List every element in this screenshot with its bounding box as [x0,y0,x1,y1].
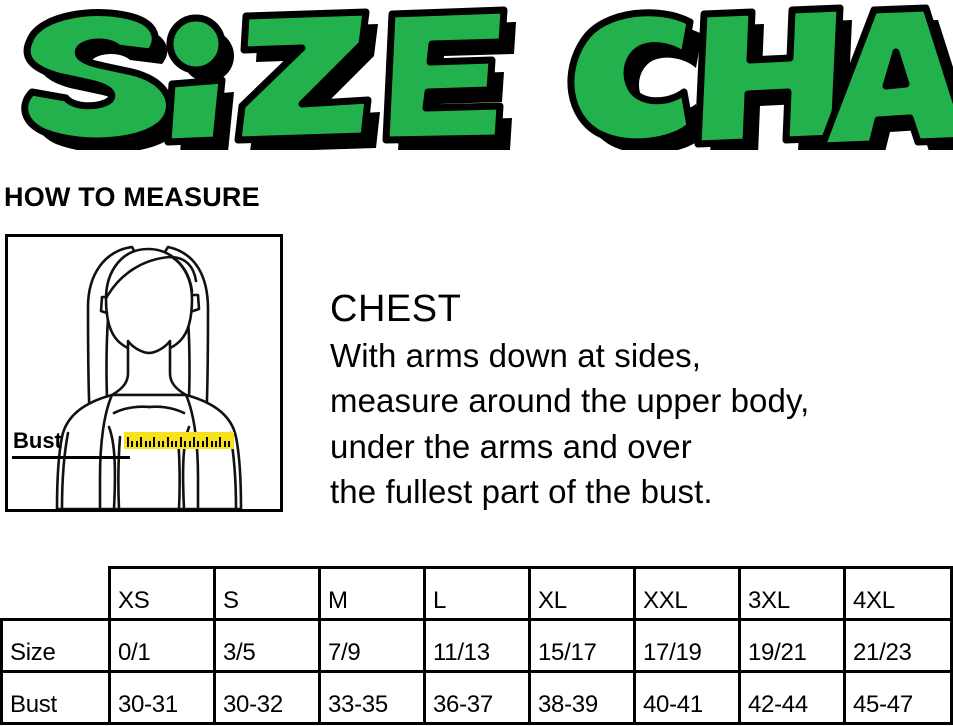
size-table: XS S M L XL XXL 3XL 4XL Size 0/1 3/5 7/9… [0,566,953,725]
table-header-xl: XL [528,566,636,621]
table-cell: 45-47 [843,670,953,725]
chest-description-line: under the arms and over [330,427,692,465]
page-title [0,0,953,150]
table-header-s: S [213,566,321,621]
tape-tick [171,441,173,447]
table-cell: 7/9 [318,618,426,673]
chest-description-line: the fullest part of the bust. [330,473,713,511]
chest-heading: CHEST [330,288,462,330]
table-header-4xl: 4XL [843,566,953,621]
how-to-measure-heading: HOW TO MEASURE [4,182,260,212]
tape-tick [162,441,165,447]
table-header-l: L [423,566,531,621]
tape-tick [149,441,151,447]
table-header-3xl: 3XL [738,566,846,621]
table-cell: 3/5 [213,618,321,673]
chest-description-line: With arms down at sides, [330,336,702,374]
tape-tick [219,437,222,447]
size-chart-title-graphic [21,4,953,150]
tape-tick [157,441,160,447]
table-corner-blank [2,568,110,620]
tape-tick [228,441,231,447]
chest-description-text: With arms down at sides, measure around … [330,333,930,515]
tape-tick [179,437,182,447]
table-cell: 11/13 [423,618,531,673]
chest-description-line: measure around the upper body, [330,382,810,420]
bust-leader-line [12,456,130,459]
table-cell: 0/1 [108,618,216,673]
tape-tick [175,441,178,447]
table-cell: 33-35 [318,670,426,725]
tape-tick [223,441,226,447]
tape-tick [135,441,138,447]
tape-tick [193,437,195,447]
table-cell: 17/19 [633,618,741,673]
tape-tick [140,437,143,447]
tape-tick [127,437,129,447]
table-header-xxl: XXL [633,566,741,621]
tape-tick [166,437,169,447]
table-header-row: XS S M L XL XXL 3XL 4XL [2,566,953,621]
tape-measure-icon [124,432,234,449]
table-cell: 30-31 [108,670,216,725]
table-row: Bust 30-31 30-32 33-35 36-37 38-39 40-41… [0,670,953,725]
table-cell: 42-44 [738,670,846,725]
table-header-m: M [318,566,426,621]
measurement-illustration-box [5,234,283,512]
tape-tick [188,441,191,447]
tape-tick [206,437,209,447]
table-cell: 21/23 [843,618,953,673]
table-cell: 36-37 [423,670,531,725]
tape-tick [201,441,204,447]
tape-tick [184,441,187,447]
row-label-bust: Bust [0,670,111,725]
tape-tick [197,441,200,447]
tape-tick [210,441,213,447]
table-cell: 30-32 [213,670,321,725]
bust-label: Bust [13,428,62,453]
table-row: Size 0/1 3/5 7/9 11/13 15/17 17/19 19/21… [0,618,953,673]
table-header-xs: XS [108,566,216,621]
size-table-container: XS S M L XL XXL 3XL 4XL Size 0/1 3/5 7/9… [0,566,953,726]
female-figure-icon [55,245,243,509]
tape-tick [144,441,147,447]
title-letter-bodies [21,4,953,150]
tape-tick [153,437,156,447]
tape-tick [215,441,217,447]
tape-tick [131,441,134,447]
table-cell: 19/21 [738,618,846,673]
row-label-size: Size [0,618,111,673]
chest-description-block: CHEST With arms down at sides, measure a… [330,290,930,515]
table-cell: 40-41 [633,670,741,725]
table-cell: 38-39 [528,670,636,725]
table-cell: 15/17 [528,618,636,673]
